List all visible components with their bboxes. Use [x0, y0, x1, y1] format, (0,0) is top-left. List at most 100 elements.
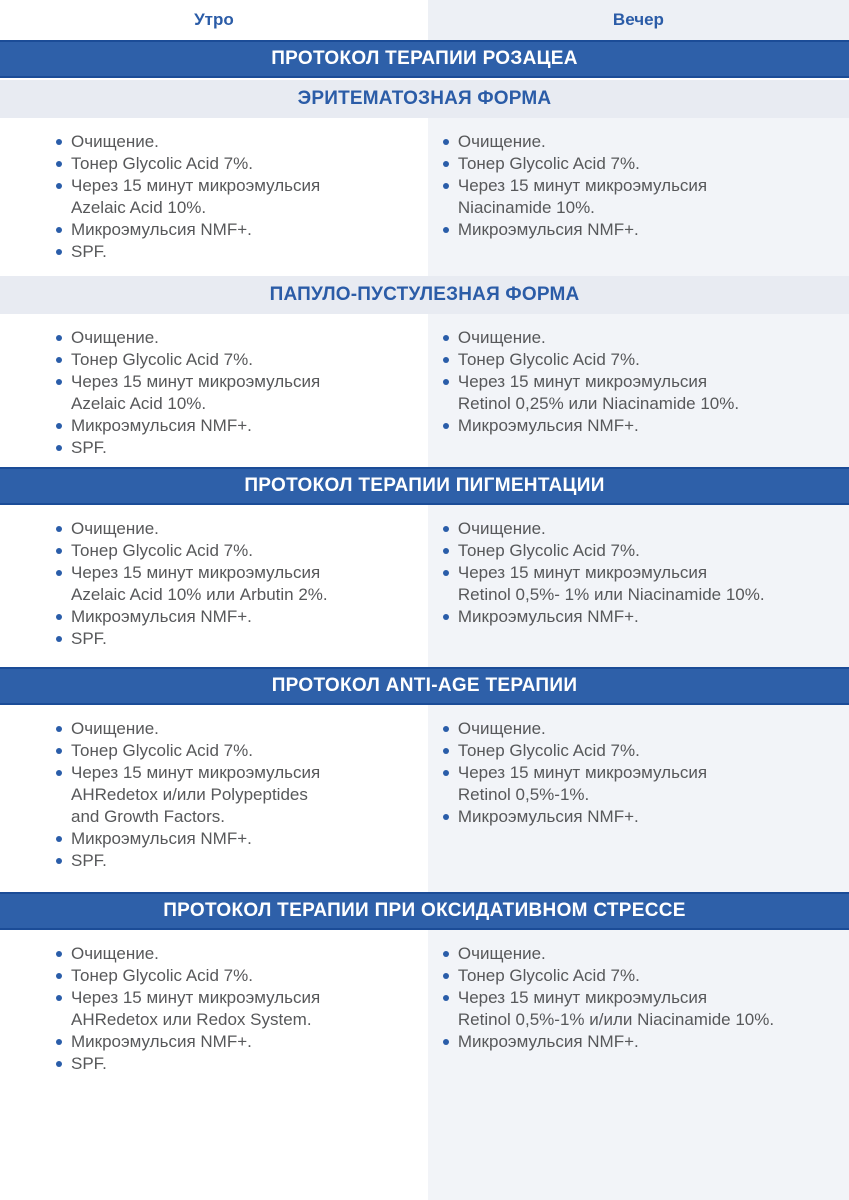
oxidative-stress-morning-cell: Очищение. Тонер Glycolic Acid 7%. Через 15…: [0, 930, 428, 1200]
protocol-step-text: Через 15 минут микроэмульсия AHRedetox и…: [71, 763, 321, 826]
protocol-step: Микроэмульсия NMF+.: [442, 219, 707, 241]
bullet-icon: [56, 995, 62, 1001]
bullet-icon: [442, 726, 449, 732]
evening-label: Вечер: [612, 10, 664, 29]
bullet-icon: [56, 249, 62, 255]
bullet-icon: [442, 183, 449, 189]
protocol-step-text: Через 15 минут микроэмульсия Retinol 0,5…: [457, 763, 708, 804]
protocol-step: Тонер Glycolic Acid 7%.: [56, 153, 320, 175]
bullet-icon: [56, 636, 62, 642]
erythematous-morning-steps: Очищение. Тонер Glycolic Acid 7%. Через 15…: [56, 131, 320, 263]
protocol-step: Тонер Glycolic Acid 7%.: [442, 740, 707, 762]
protocol-step-text: SPF.: [71, 242, 107, 261]
banner-pigmentation-title: ПРОТОКОЛ ТЕРАПИИ ПИГМЕНТАЦИИ: [0, 467, 849, 505]
bullet-icon: [442, 227, 449, 233]
protocol-step-text: Через 15 минут микроэмульсия Retinol 0,5…: [457, 563, 765, 604]
protocol-step: Очищение.: [56, 327, 320, 349]
protocol-step-text: Очищение.: [457, 328, 546, 347]
protocol-step-text: Тонер Glycolic Acid 7%.: [71, 350, 253, 369]
bullet-icon: [442, 139, 449, 145]
erythematous-protocol-row: Очищение. Тонер Glycolic Acid 7%. Через 15…: [0, 118, 849, 276]
protocol-step-text: SPF.: [71, 851, 107, 870]
anti-age-evening-steps: Очищение. Тонер Glycolic Acid 7%. Через 15…: [442, 718, 708, 828]
protocol-step: Тонер Glycolic Acid 7%.: [56, 540, 328, 562]
protocol-step: Тонер Glycolic Acid 7%.: [56, 349, 320, 371]
protocol-step-text: Микроэмульсия NMF+.: [71, 416, 252, 435]
protocol-step-text: Очищение.: [71, 944, 159, 963]
protocol-step: Через 15 минут микроэмульсия AHRedetox и…: [56, 987, 320, 1031]
bullet-icon: [56, 614, 62, 620]
protocol-step: Очищение.: [442, 718, 707, 740]
protocol-step-text: Тонер Glycolic Acid 7%.: [71, 541, 253, 560]
papulopustular-morning-cell: Очищение. Тонер Glycolic Acid 7%. Через 15…: [0, 314, 428, 467]
protocol-step: SPF.: [56, 850, 320, 872]
bullet-icon: [56, 161, 62, 167]
bullet-icon: [56, 423, 62, 429]
protocol-step: Через 15 минут микроэмульсия Retinol 0,5…: [442, 562, 765, 606]
protocol-step: Микроэмульсия NMF+.: [442, 606, 765, 628]
protocol-step-text: Очищение.: [71, 132, 159, 151]
protocol-step: Тонер Glycolic Acid 7%.: [442, 153, 707, 175]
oxidative-stress-evening-cell: Очищение. Тонер Glycolic Acid 7%. Через 15…: [427, 930, 849, 1200]
bullet-icon: [56, 1039, 62, 1045]
protocol-step-text: Микроэмульсия NMF+.: [71, 607, 252, 626]
banner-rosacea-title: ПРОТОКОЛ ТЕРАПИИ РОЗАЦЕА: [0, 40, 849, 78]
protocol-step: Через 15 минут микроэмульсия Retinol 0,5…: [442, 987, 775, 1031]
protocol-step: Очищение.: [56, 943, 320, 965]
protocol-step-text: Очищение.: [457, 719, 546, 738]
bullet-icon: [442, 526, 449, 532]
bullet-icon: [56, 335, 62, 341]
bullet-icon: [56, 445, 62, 451]
bullet-icon: [56, 526, 62, 532]
bullet-icon: [56, 1061, 62, 1067]
protocol-step: Микроэмульсия NMF+.: [442, 1031, 774, 1053]
bullet-icon: [442, 379, 449, 385]
protocol-step-text: Микроэмульсия NMF+.: [457, 1032, 639, 1051]
protocol-step-text: Микроэмульсия NMF+.: [71, 220, 252, 239]
pigmentation-title-text: ПРОТОКОЛ ТЕРАПИИ ПИГМЕНТАЦИИ: [244, 475, 605, 496]
protocol-step: Микроэмульсия NMF+.: [56, 415, 320, 437]
protocol-step-text: Тонер Glycolic Acid 7%.: [457, 741, 640, 760]
bullet-icon: [442, 161, 449, 167]
protocol-step: Микроэмульсия NMF+.: [442, 415, 739, 437]
banner-oxidative-stress-title: ПРОТОКОЛ ТЕРАПИИ ПРИ ОКСИДАТИВНОМ СТРЕСС…: [0, 892, 849, 930]
banner-papulopustular-subtitle: ПАПУЛО-ПУСТУЛЕЗНАЯ ФОРМА: [0, 276, 849, 314]
protocol-step-text: Очищение.: [71, 328, 159, 347]
evening-column-header: Вечер: [427, 0, 849, 40]
protocol-step: Через 15 минут микроэмульсия Azelaic Aci…: [56, 175, 320, 219]
protocol-step: Микроэмульсия NMF+.: [56, 219, 320, 241]
protocol-step-text: Микроэмульсия NMF+.: [71, 1032, 252, 1051]
protocol-step: SPF.: [56, 628, 328, 650]
pigmentation-evening-steps: Очищение. Тонер Glycolic Acid 7%. Через 15…: [442, 518, 765, 628]
anti-age-title-text: ПРОТОКОЛ ANTI-AGE ТЕРАПИИ: [271, 675, 578, 696]
bullet-icon: [442, 614, 449, 620]
protocol-step-text: Микроэмульсия NMF+.: [457, 607, 639, 626]
banner-erythematous-subtitle: ЭРИТЕМАТОЗНАЯ ФОРМА: [0, 80, 849, 118]
bullet-icon: [56, 139, 62, 145]
protocol-step-text: Через 15 минут микроэмульсия Retinol 0,5…: [457, 988, 775, 1029]
protocol-step-text: Очищение.: [71, 519, 159, 538]
bullet-icon: [56, 748, 62, 754]
protocol-step: Тонер Glycolic Acid 7%.: [56, 965, 320, 987]
protocol-step: Микроэмульсия NMF+.: [56, 1031, 320, 1053]
protocol-step: SPF.: [56, 437, 320, 459]
papulopustular-evening-cell: Очищение. Тонер Glycolic Acid 7%. Через 15…: [427, 314, 849, 467]
bullet-icon: [56, 570, 62, 576]
oxidative-stress-protocol-row: Очищение. Тонер Glycolic Acid 7%. Через 15…: [0, 930, 849, 1200]
bullet-icon: [442, 748, 449, 754]
erythematous-subtitle-text: ЭРИТЕМАТОЗНАЯ ФОРМА: [297, 88, 552, 109]
bullet-icon: [442, 357, 449, 363]
anti-age-morning-steps: Очищение. Тонер Glycolic Acid 7%. Через 15…: [56, 718, 320, 872]
protocol-step: Очищение.: [442, 327, 739, 349]
protocol-step: Тонер Glycolic Acid 7%.: [442, 965, 774, 987]
protocol-step: Тонер Glycolic Acid 7%.: [442, 349, 739, 371]
protocol-step-text: Микроэмульсия NMF+.: [457, 220, 639, 239]
protocol-step-text: Микроэмульсия NMF+.: [457, 807, 639, 826]
pigmentation-morning-steps: Очищение. Тонер Glycolic Acid 7%. Через 15…: [56, 518, 328, 650]
bullet-icon: [56, 379, 62, 385]
protocol-step: Очищение.: [442, 131, 707, 153]
protocol-step: Очищение.: [56, 131, 320, 153]
bullet-icon: [56, 951, 62, 957]
protocol-step: Очищение.: [442, 943, 774, 965]
bullet-icon: [56, 770, 62, 776]
